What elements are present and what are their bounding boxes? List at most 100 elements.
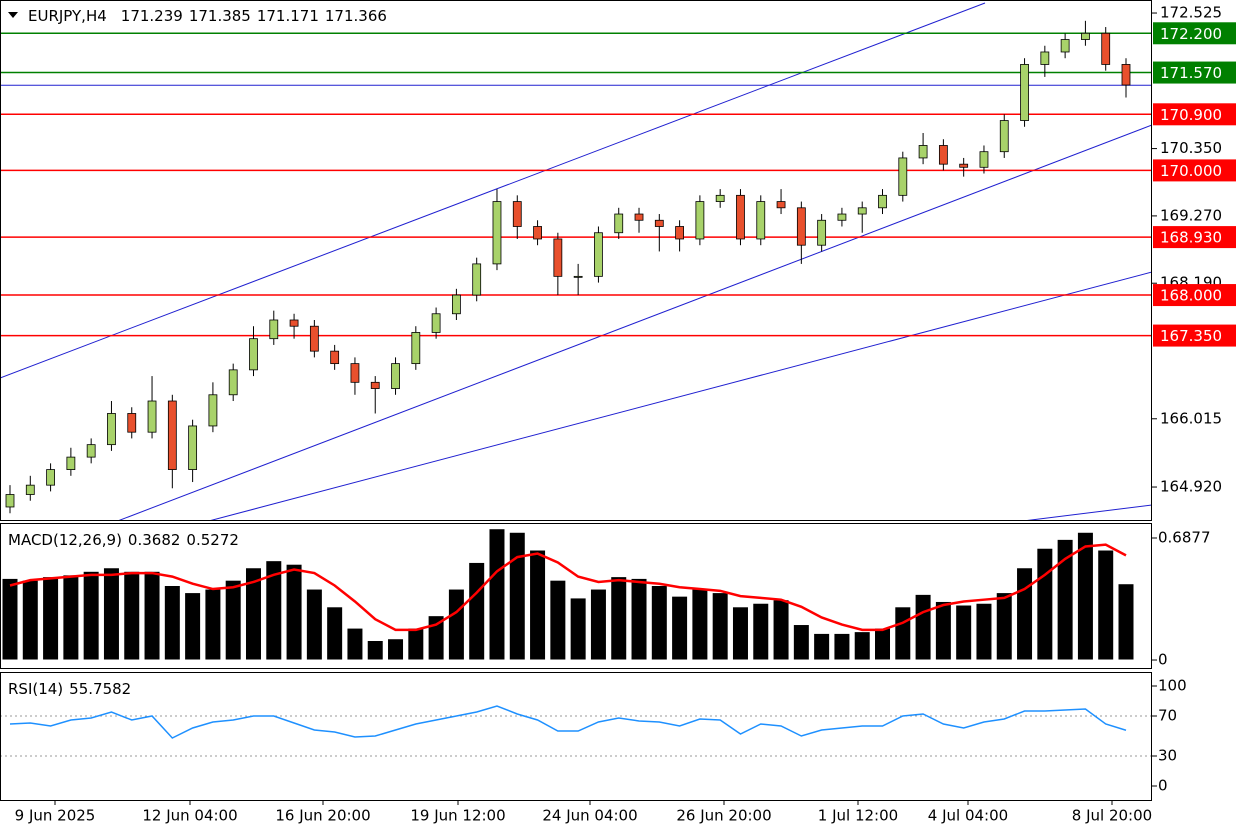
channel-line [1027, 504, 1152, 520]
candle-body [167, 400, 177, 470]
header-text: MACD(12,26,9) [8, 531, 122, 549]
level-label-box [1153, 103, 1236, 126]
header-text: 55.7582 [69, 680, 131, 698]
level-label-box [1153, 159, 1236, 182]
panel-frames [0, 0, 1152, 801]
macd-bar [21, 579, 39, 661]
level-label-box [1153, 324, 1236, 347]
candle-body [370, 381, 380, 389]
macd-bar [1056, 538, 1074, 661]
candle-body [147, 400, 157, 433]
macd-bar [731, 606, 749, 661]
candle-body [553, 238, 563, 277]
candle-body [533, 226, 542, 240]
level-label: 170.900 [1160, 106, 1222, 124]
candle-body [776, 201, 786, 209]
rsi-line [9, 705, 1127, 739]
candle-body [309, 325, 319, 352]
y-tick-label: 166.015 [1160, 409, 1222, 427]
macd-bar [387, 638, 405, 661]
macd-bar [813, 632, 831, 661]
candle-body [451, 294, 461, 315]
header-text: EURJPY,H4 [28, 7, 107, 25]
header-text: 171.385 [189, 7, 251, 25]
candle-body [614, 213, 624, 234]
y-tick-label: 164.920 [1160, 478, 1222, 496]
channel-line [210, 271, 1152, 520]
candle-body [289, 319, 299, 327]
x-tick-label: 8 Jul 20:00 [1072, 807, 1152, 825]
candle-body [695, 201, 705, 240]
x-tick-label: 9 Jun 2025 [15, 807, 96, 825]
macd-bar [894, 606, 912, 661]
macd-bar [1, 577, 19, 661]
macd-bar [874, 627, 892, 661]
channel-line [0, 2, 986, 379]
macd-bar [123, 570, 141, 661]
macd-bar [833, 632, 851, 661]
macd-bar [447, 588, 465, 661]
macd-bar [549, 579, 567, 661]
y-tick-label: 30 [1158, 747, 1177, 765]
candle-body [654, 219, 664, 227]
macd-bar [102, 567, 120, 661]
macd-bar [1016, 567, 1034, 661]
macd-bar [244, 567, 262, 661]
candle-body [1020, 64, 1029, 121]
candle-body [330, 350, 340, 365]
x-tick-label: 19 Jun 12:00 [410, 807, 505, 825]
level-label-box [1153, 22, 1236, 45]
candle-body [1040, 51, 1050, 65]
level-label-box [1153, 226, 1236, 249]
candle-body [188, 425, 198, 470]
candle-body [492, 201, 502, 265]
candle-body [837, 213, 847, 221]
y-tick-label: 100 [1158, 677, 1187, 695]
macd-bar [752, 602, 770, 661]
macd-bar [305, 588, 323, 661]
dropdown-icon[interactable] [8, 12, 18, 18]
header-text: RSI(14) [8, 680, 63, 698]
signal-line [9, 543, 1127, 632]
candle-body [269, 319, 279, 340]
candle-body [898, 157, 908, 196]
level-label: 168.000 [1160, 287, 1222, 305]
candle-body [857, 207, 867, 215]
candle-body [391, 363, 400, 389]
macd-bar [407, 627, 425, 661]
candle-body [573, 275, 583, 278]
candle-body [634, 213, 644, 221]
macd-bar [184, 592, 202, 661]
candle-body [249, 338, 258, 371]
candle-body [25, 484, 35, 495]
level-label: 168.930 [1160, 229, 1222, 247]
macd-bar [853, 631, 871, 661]
macd-bar [265, 560, 283, 661]
level-label-box [1153, 284, 1236, 307]
macd-bar [1097, 549, 1115, 661]
candle-body [46, 469, 55, 486]
candle-body [411, 332, 421, 365]
level-label: 171.570 [1160, 64, 1222, 82]
macd-bar [346, 627, 364, 661]
macd-bar [711, 592, 729, 661]
macd-frame [0, 523, 1152, 669]
candle-body [1121, 64, 1131, 86]
macd-bar [468, 561, 486, 661]
header-text: 171.239 [121, 7, 183, 25]
macd-bar [995, 592, 1013, 661]
macd-bar [204, 588, 222, 661]
candle-body [66, 456, 76, 470]
macd-bar [143, 570, 161, 661]
x-tick-label: 12 Jun 04:00 [142, 807, 237, 825]
price-frame [0, 0, 1152, 521]
macd-bar [589, 588, 607, 661]
candle-body [512, 201, 522, 227]
candle-body [817, 219, 827, 246]
rsi-header: RSI(14) 55.7582 [8, 680, 131, 698]
candle-body [979, 151, 989, 168]
candle-body [1101, 32, 1111, 65]
macd-bar [691, 588, 709, 661]
